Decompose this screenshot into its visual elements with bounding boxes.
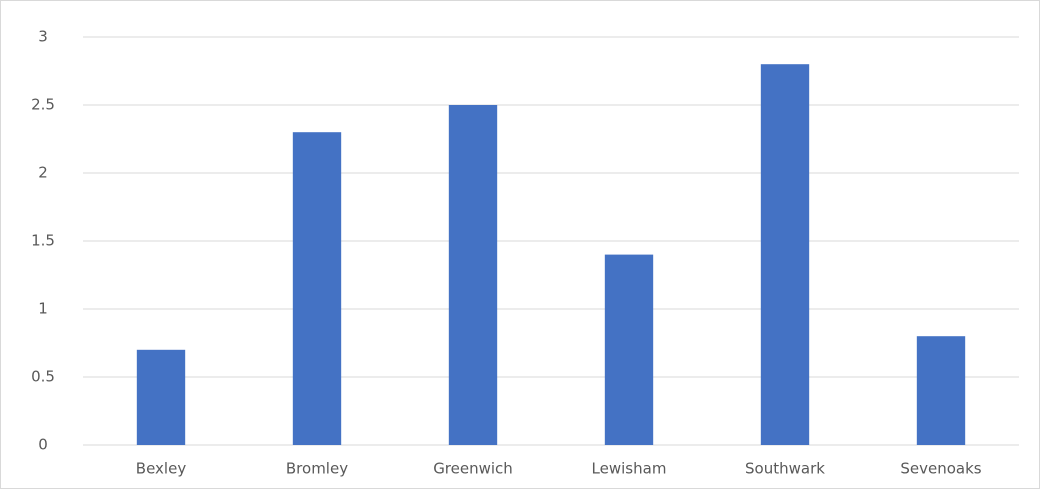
y-tick-label: 2	[38, 164, 48, 182]
x-tick-label: Bromley	[286, 460, 348, 478]
bar	[292, 132, 342, 445]
x-tick-label: Lewisham	[592, 460, 667, 478]
bar	[604, 254, 654, 445]
bar	[448, 105, 498, 445]
bar	[916, 336, 966, 445]
x-tick-label: Greenwich	[433, 460, 513, 478]
y-tick-label: 0	[38, 436, 48, 454]
y-tick-label: 0.5	[31, 368, 55, 386]
bar	[136, 349, 186, 445]
y-tick-label: 2.5	[31, 96, 55, 114]
x-tick-label: Southwark	[745, 460, 825, 478]
y-tick-label: 1.5	[31, 232, 55, 250]
y-tick-label: 3	[38, 28, 48, 46]
y-tick-label: 1	[38, 300, 48, 318]
bar	[760, 64, 810, 445]
x-tick-label: Sevenoaks	[900, 460, 981, 478]
x-tick-label: Bexley	[136, 460, 187, 478]
